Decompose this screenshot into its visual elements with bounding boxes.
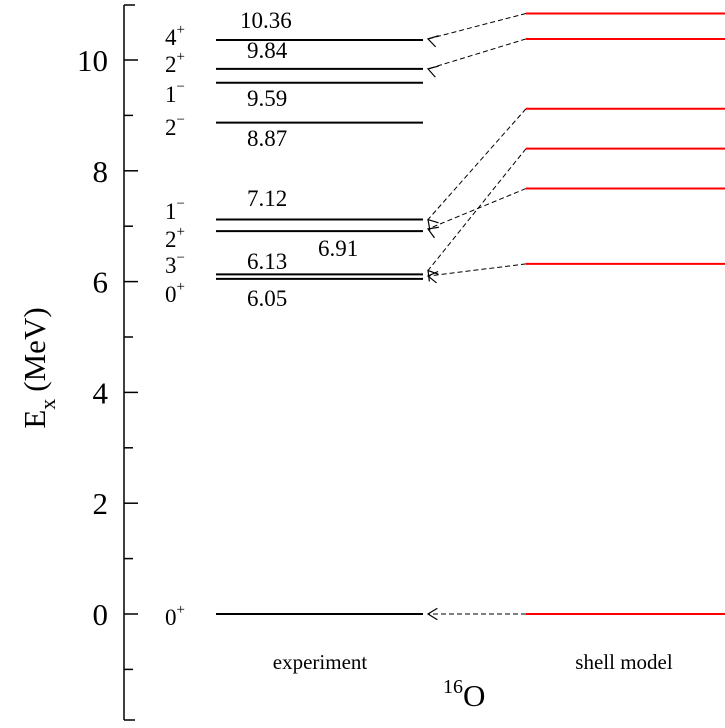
connection-line	[427, 38, 527, 70]
connection-line	[427, 188, 527, 230]
connection-arrowhead	[426, 226, 439, 239]
energy-label: 9.84	[247, 38, 288, 63]
connection-line	[427, 263, 527, 277]
connection-arrows	[426, 12, 527, 621]
major-tick-label: 4	[93, 375, 109, 410]
spin-parity-label: 0+	[165, 279, 185, 307]
nucleus-label: 16O	[443, 676, 485, 713]
energy-label: 7.12	[247, 186, 287, 211]
shell-model-levels	[526, 12, 725, 615]
energy-axis: 0 2 4 6 8 10 Ex (MeV)	[17, 4, 138, 721]
y-axis-title-unit: (MeV)	[17, 307, 52, 391]
energy-label: 9.59	[247, 86, 287, 111]
spin-value: 1	[165, 82, 177, 107]
major-tick-label: 2	[93, 486, 109, 521]
energy-label: 10.36	[240, 8, 292, 33]
parity-sign: +	[177, 22, 185, 38]
spin-value: 1	[165, 199, 177, 224]
y-axis-title-main: E	[17, 410, 52, 429]
parity-sign: +	[177, 602, 185, 618]
energy-label: 6.05	[247, 286, 287, 311]
column-label-experiment: experiment	[273, 650, 368, 674]
major-tick-label: 10	[77, 43, 108, 78]
spin-value: 2	[165, 227, 177, 252]
parity-sign: +	[177, 279, 185, 295]
energy-label: 8.87	[247, 126, 287, 151]
y-axis-title: Ex (MeV)	[17, 307, 60, 428]
parity-sign: −	[177, 196, 185, 212]
column-label-shell-model: shell model	[575, 650, 673, 674]
spin-parity-label: 0+	[165, 602, 185, 630]
spin-value: 0	[165, 605, 177, 630]
experiment-levels	[216, 39, 423, 615]
major-tick-label: 0	[93, 597, 109, 632]
parity-sign: −	[177, 250, 185, 266]
spin-parity-label: 2+	[165, 224, 185, 252]
spin-parity-label: 2+	[165, 49, 185, 77]
major-tick-label: 8	[93, 154, 109, 189]
spin-value: 4	[165, 25, 177, 50]
energy-label: 6.91	[318, 236, 358, 261]
connection-arrowhead	[426, 65, 439, 78]
parity-sign: +	[177, 49, 185, 65]
connection-line	[427, 148, 527, 271]
major-tick-label: 6	[93, 265, 109, 300]
parity-sign: +	[177, 224, 185, 240]
spin-value: 2	[165, 115, 177, 140]
connection-line	[427, 108, 527, 220]
parity-sign: −	[177, 112, 185, 128]
nucleus-mass: 16	[443, 676, 463, 698]
connection-arrowhead	[427, 218, 439, 231]
spin-parity-label: 4+	[165, 22, 185, 50]
connection-arrowhead	[426, 607, 438, 621]
spin-parity-label: 3−	[165, 250, 185, 278]
nucleus-symbol: O	[463, 678, 485, 713]
spin-value: 3	[165, 253, 177, 278]
spin-value: 0	[165, 282, 177, 307]
spin-parity-label: 1−	[165, 79, 185, 107]
connection-line	[427, 12, 527, 40]
y-axis-title-sub: x	[35, 399, 60, 410]
parity-sign: −	[177, 79, 185, 95]
spin-parity-label: 1−	[165, 196, 185, 224]
connection-arrowhead	[426, 35, 439, 48]
spin-parity-label: 2−	[165, 112, 185, 140]
labels: 6.056.136.917.128.879.599.8410.360+0+3−2…	[165, 8, 673, 713]
energy-label: 6.13	[247, 249, 287, 274]
connection-arrowhead	[427, 269, 439, 282]
spin-value: 2	[165, 52, 177, 77]
